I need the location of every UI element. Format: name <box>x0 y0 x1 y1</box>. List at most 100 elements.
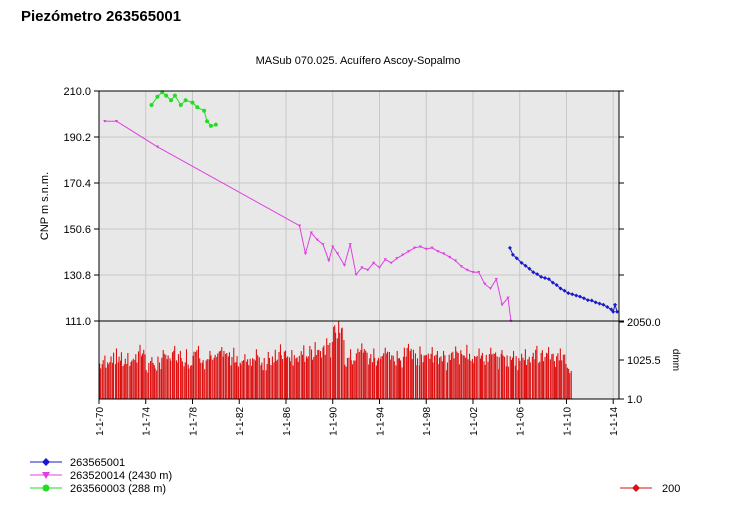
data-point <box>412 246 417 250</box>
data-point <box>566 291 571 296</box>
data-point <box>539 274 544 279</box>
grid-lines <box>98 91 619 399</box>
data-point <box>562 288 567 293</box>
data-point <box>303 252 308 256</box>
data-point <box>609 307 614 312</box>
legend-marker <box>42 458 50 466</box>
data-point <box>190 100 195 105</box>
data-point <box>436 250 440 253</box>
data-point <box>335 252 340 256</box>
precip-y-tick-label: 2050.0 <box>627 317 661 329</box>
y-tick-label: 210.0 <box>63 86 91 98</box>
data-point <box>342 264 347 267</box>
data-point <box>574 293 579 298</box>
data-point <box>494 277 498 281</box>
data-point <box>172 93 177 98</box>
data-point <box>471 271 475 274</box>
legend-label: 263565001 <box>70 457 125 469</box>
data-point <box>459 265 463 269</box>
data-point <box>615 309 620 314</box>
series-263565001 <box>507 245 620 314</box>
x-tick-label: 1-1-74 <box>142 407 153 436</box>
series-263560003 <box>149 90 218 128</box>
x-tick-label: 1-1-70 <box>95 407 106 436</box>
x-tick-label: 1-1-82 <box>235 407 246 436</box>
data-point <box>331 245 335 249</box>
data-point <box>348 243 352 246</box>
data-point <box>149 102 154 107</box>
x-tick-label: 1-1-02 <box>469 407 480 436</box>
series-layer <box>103 90 620 323</box>
chart-title: MASub 070.025. Acuífero Ascoy-Sopalmo <box>256 55 461 67</box>
x-tick-label: 1-1-86 <box>282 407 293 436</box>
legend-item: 263560003 (288 m) <box>30 483 166 495</box>
page-title: Piezómetro 263565001 <box>21 8 182 25</box>
data-point <box>477 271 481 274</box>
data-point <box>183 98 188 103</box>
data-point <box>297 224 302 228</box>
data-point <box>155 94 160 99</box>
data-point <box>585 298 590 303</box>
data-point <box>401 253 405 257</box>
series-263520014 <box>103 120 513 323</box>
data-point <box>389 261 393 265</box>
data-point <box>354 273 358 277</box>
data-point <box>208 123 213 128</box>
data-point <box>514 256 519 261</box>
data-point <box>550 280 555 285</box>
data-point <box>395 257 399 260</box>
legend-label: 200 <box>662 483 680 495</box>
data-point <box>447 255 452 259</box>
legend-item: 263565001 <box>30 457 125 469</box>
data-point <box>169 98 174 103</box>
data-point <box>430 246 434 250</box>
data-point <box>546 277 551 282</box>
data-point <box>327 259 331 263</box>
data-point <box>195 105 200 110</box>
data-point <box>371 261 376 265</box>
axes: 210.0 190.2 170.4 150.6 130.8 111.0 1-1-70 1-1-… <box>63 86 660 436</box>
legend-label: 263560003 (288 m) <box>70 483 166 495</box>
data-point <box>321 243 325 246</box>
data-point <box>360 266 364 270</box>
x-tick-label: 1-1-14 <box>609 407 620 436</box>
data-point <box>570 292 575 297</box>
data-point <box>605 305 610 310</box>
y-tick-label: 190.2 <box>63 132 91 144</box>
x-tick-label: 1-1-78 <box>188 407 199 436</box>
data-point <box>483 282 487 286</box>
x-tick-label: 1-1-10 <box>562 407 573 436</box>
data-point <box>535 272 540 277</box>
precip-axis-label: dmm <box>670 349 681 371</box>
data-point <box>589 298 594 303</box>
data-point <box>578 294 583 299</box>
data-point <box>542 276 547 281</box>
data-point <box>581 296 586 301</box>
y-tick-label: 130.8 <box>63 270 91 282</box>
precipitation-bars <box>99 321 572 399</box>
data-point <box>465 268 469 272</box>
data-point <box>418 245 422 249</box>
data-point <box>377 266 382 270</box>
data-point <box>554 282 559 287</box>
x-tick-label: 1-1-90 <box>329 407 340 436</box>
data-point <box>611 309 616 314</box>
data-point <box>442 252 446 256</box>
data-point <box>593 300 598 305</box>
data-point <box>527 266 532 271</box>
legend-marker <box>632 484 640 492</box>
data-point <box>315 238 319 242</box>
data-point <box>366 268 370 272</box>
data-point <box>103 120 107 123</box>
legend-marker <box>42 472 50 479</box>
y-axis-label: CNP m s.n.m. <box>39 172 51 240</box>
data-point <box>309 231 313 235</box>
data-point <box>531 270 536 275</box>
data-point <box>178 102 183 107</box>
x-tick-label: 1-1-98 <box>422 407 433 436</box>
data-point <box>519 260 524 265</box>
precip-y-tick-label: 1.0 <box>627 394 642 406</box>
upper-plot-area <box>99 91 619 321</box>
